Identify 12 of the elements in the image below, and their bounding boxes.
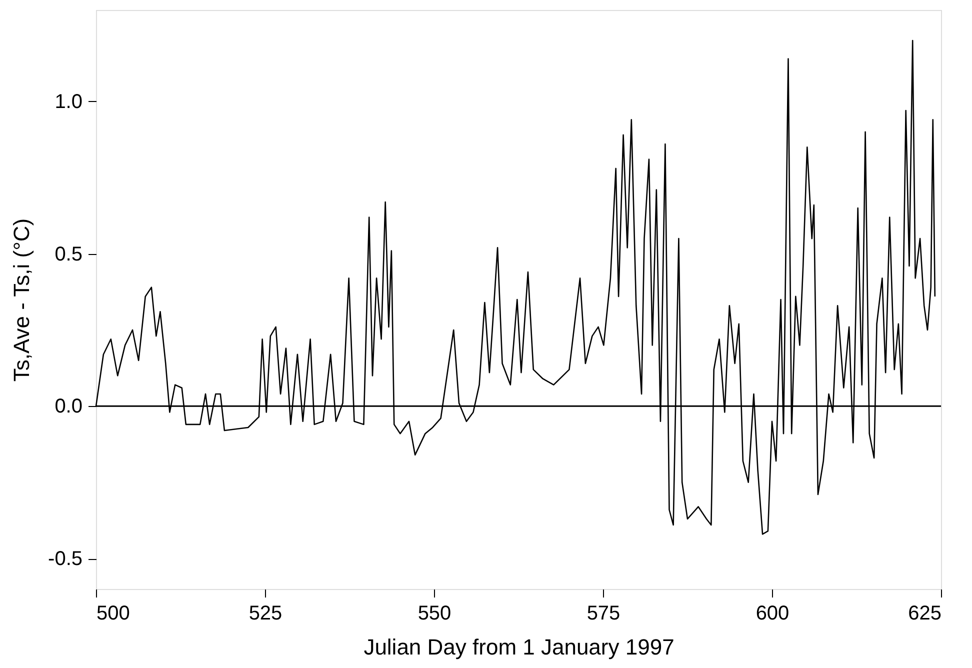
x-tick-label: 500	[96, 602, 130, 624]
x-tick-label: 600	[756, 602, 790, 624]
y-tick-label: 0.0	[54, 396, 82, 418]
x-tick-label: 575	[586, 602, 620, 624]
x-tick-label: 525	[248, 602, 282, 624]
x-tick-label: 625	[908, 602, 942, 624]
y-axis-title: Ts,Ave - Ts,i (°C)	[9, 218, 34, 382]
x-tick-label: 550	[418, 602, 452, 624]
y-tick-label: 0.5	[54, 243, 82, 266]
y-tick-label: 1.0	[54, 90, 82, 113]
y-tick-label: -0.5	[48, 548, 82, 570]
x-axis-title: Julian Day from 1 January 1997	[364, 634, 674, 660]
